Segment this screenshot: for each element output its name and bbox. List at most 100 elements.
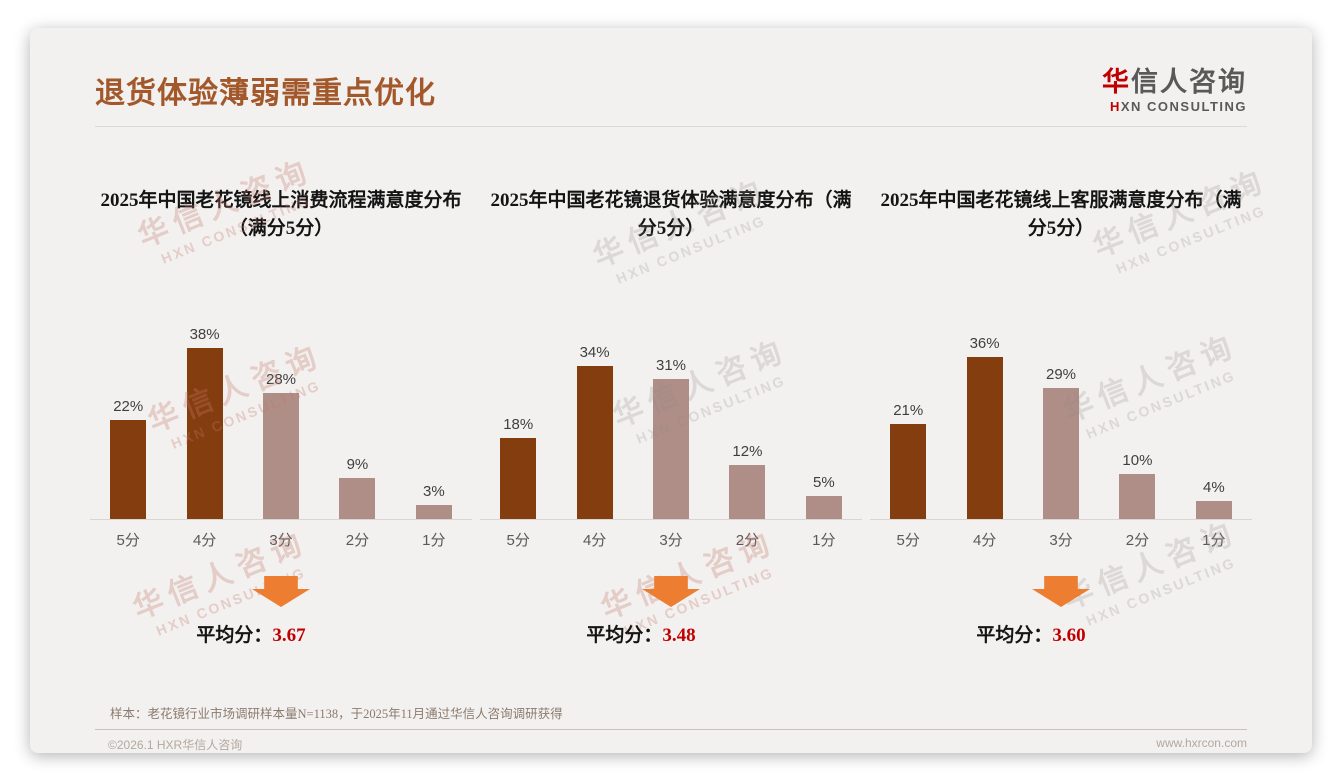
header: 退货体验薄弱需重点优化 华信人咨询 HXN CONSULTING (30, 28, 1312, 114)
logo-accent-char: H (1109, 98, 1121, 114)
bar-value-label: 4% (1202, 478, 1225, 496)
bar-value-label: 9% (346, 456, 369, 474)
page-title: 退货体验薄弱需重点优化 (95, 77, 436, 110)
category-label: 1分 (422, 531, 446, 549)
category-label: 2分 (1125, 531, 1150, 549)
category-label: 5分 (506, 531, 530, 549)
chart-title: 2025年中国老花镜退货体验满意度分布（满分5分） (490, 189, 852, 239)
bar (729, 464, 766, 519)
logo-english-name: HXN CONSULTING (1102, 98, 1247, 114)
bar-group: 18% (480, 416, 556, 519)
chart-plot: 21% 36% 29% 10% 4% (870, 299, 1252, 519)
bar-group: 10% (1099, 452, 1175, 519)
chart: 2025年中国老花镜线上消费流程满意度分布（满分5分） 22% 38% 28% 9% 3… (90, 187, 472, 647)
average-value: 3.67 (272, 624, 306, 646)
logo-accent-char: 华 (1102, 67, 1131, 97)
category-label: 2分 (345, 531, 370, 549)
bar-value-label: 29% (1046, 366, 1077, 384)
bar (805, 496, 842, 519)
bar-value-label: 34% (579, 343, 610, 361)
x-axis-line (90, 518, 472, 520)
bar-group: 31% (633, 357, 709, 519)
logo-rest-chars: XN CONSULTING (1120, 98, 1247, 114)
chart-plot: 22% 38% 28% 9% 3% (90, 299, 472, 519)
bar-group: 36% (946, 335, 1022, 519)
slide-card: 华信人咨询 HXN CONSULTING 华信人咨询 HXN CONSULTIN… (30, 28, 1312, 753)
bar-group: 38% (166, 326, 242, 519)
bar (415, 505, 452, 519)
bar-value-label: 22% (113, 397, 144, 415)
x-axis-line (480, 518, 862, 520)
bar (500, 437, 537, 519)
category-label: 3分 (659, 531, 683, 549)
bar (186, 347, 223, 519)
x-axis-line (870, 518, 1252, 520)
chart-categories: 5分 4分 3分 2分 1分 (870, 520, 1252, 550)
bar-group: 12% (709, 443, 785, 519)
bar (576, 365, 613, 519)
title-divider (95, 125, 1247, 127)
category-label: 4分 (192, 531, 217, 549)
copyright-text: ©2026.1 HXR华信人咨询 (108, 737, 243, 752)
arrow-row (870, 575, 1252, 607)
category-label: 3分 (1049, 531, 1073, 549)
average-value: 3.60 (1052, 624, 1086, 646)
logo-chinese-name: 华信人咨询 (1102, 67, 1247, 98)
arrow-row (90, 575, 472, 607)
chart-title: 2025年中国老花镜线上消费流程满意度分布（满分5分） (100, 189, 462, 239)
footer: ©2026.1 HXR华信人咨询 www.hxrcon.com (108, 736, 1247, 753)
chart-categories: 5分 4分 3分 2分 1分 (480, 520, 862, 550)
company-logo: 华信人咨询 HXN CONSULTING (1102, 67, 1247, 114)
category-label: 3分 (269, 531, 293, 549)
down-arrow-icon (642, 575, 700, 607)
bar-group: 4% (1176, 479, 1252, 519)
category-label: 5分 (116, 531, 140, 549)
average-row: 平均分：3.60 (840, 620, 1222, 647)
bar-group: 5% (786, 474, 862, 519)
down-arrow-icon (252, 575, 310, 607)
bar-group: 34% (556, 344, 632, 519)
category-label: 5分 (896, 531, 920, 549)
bar (110, 419, 147, 519)
category-label: 4分 (972, 531, 997, 549)
bar-value-label: 28% (266, 370, 297, 388)
bar-value-label: 38% (189, 325, 220, 343)
bar-group: 3% (396, 483, 472, 519)
chart: 2025年中国老花镜退货体验满意度分布（满分5分） 18% 34% 31% 12% 5%… (480, 187, 862, 647)
chart-categories: 5分 4分 3分 2分 1分 (90, 520, 472, 550)
bar-group: 29% (1023, 366, 1099, 519)
average-row: 平均分：3.67 (60, 620, 442, 647)
sample-note: 样本：老花镜行业市场调研样本量N=1138，于2025年11月通过华信人咨询调研… (110, 706, 563, 721)
bar-group: 28% (243, 371, 319, 519)
category-label: 1分 (812, 531, 836, 549)
bar-group: 21% (870, 402, 946, 519)
charts-row: 2025年中国老花镜线上消费流程满意度分布（满分5分） 22% 38% 28% 9% 3… (90, 187, 1252, 647)
footer-divider (95, 728, 1247, 730)
average-label: 平均分： (196, 624, 273, 646)
bar (1195, 500, 1232, 519)
bar (1119, 473, 1156, 519)
category-label: 1分 (1202, 531, 1226, 549)
bar (263, 392, 300, 519)
chart: 2025年中国老花镜线上客服满意度分布（满分5分） 21% 36% 29% 10% 4%… (870, 187, 1252, 647)
website-text: www.hxrcon.com (1156, 735, 1247, 750)
chart-title: 2025年中国老花镜线上客服满意度分布（满分5分） (880, 189, 1242, 239)
logo-rest-chars: 信人咨询 (1131, 67, 1247, 97)
down-arrow-icon (1032, 575, 1090, 607)
bar-value-label: 3% (422, 483, 445, 501)
bar-value-label: 21% (893, 402, 924, 420)
bar-group: 9% (319, 456, 395, 519)
bar (339, 478, 376, 519)
average-label: 平均分： (586, 624, 663, 646)
bar-value-label: 5% (812, 474, 835, 492)
chart-plot: 18% 34% 31% 12% 5% (480, 299, 862, 519)
bar (1043, 388, 1080, 519)
bar (890, 424, 927, 519)
bar-value-label: 18% (503, 415, 534, 433)
category-label: 2分 (735, 531, 760, 549)
bar-value-label: 10% (1122, 451, 1153, 469)
category-label: 4分 (582, 531, 607, 549)
bar (653, 379, 690, 519)
average-label: 平均分： (976, 624, 1053, 646)
average-row: 平均分：3.48 (450, 620, 832, 647)
